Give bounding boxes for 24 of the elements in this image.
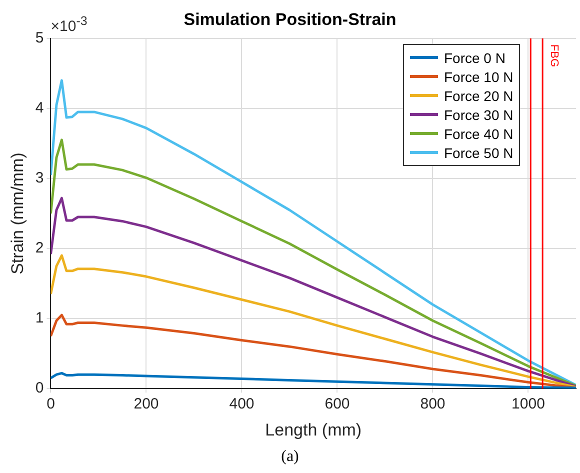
ref-line-label: FBG: [548, 44, 560, 68]
x-tick-label: 400: [229, 396, 254, 413]
legend-label: Force 50 N: [444, 144, 514, 161]
legend-label: Force 40 N: [444, 126, 514, 142]
x-tick-label: 200: [134, 396, 159, 413]
y-tick-label: 1: [35, 310, 44, 327]
text: ×10$^{-3}$: [50, 14, 88, 36]
y-tick-label: 5: [35, 30, 44, 47]
y-tick-label: 2: [35, 240, 44, 257]
chart-title: Simulation Position-Strain: [184, 10, 396, 29]
legend-label: Force 10 N: [444, 68, 514, 85]
y-tick-label: 0: [35, 380, 44, 397]
text: (a): [280, 448, 300, 466]
x-tick-label: 1000: [512, 396, 545, 413]
legend-label: Force 0 N: [444, 50, 506, 66]
y-axis-title: Strain (mm/mm): [8, 152, 27, 274]
y-tick-label: 4: [35, 100, 44, 117]
y-tick-label: 3: [35, 170, 44, 187]
x-axis-title: Length (mm): [265, 420, 362, 440]
x-tick-label: 600: [324, 396, 350, 413]
x-tick-label: 0: [46, 396, 55, 413]
legend-label: Force 30 N: [444, 106, 514, 123]
legend-label: Force 20 N: [444, 88, 514, 104]
x-tick-label: 800: [420, 396, 446, 413]
